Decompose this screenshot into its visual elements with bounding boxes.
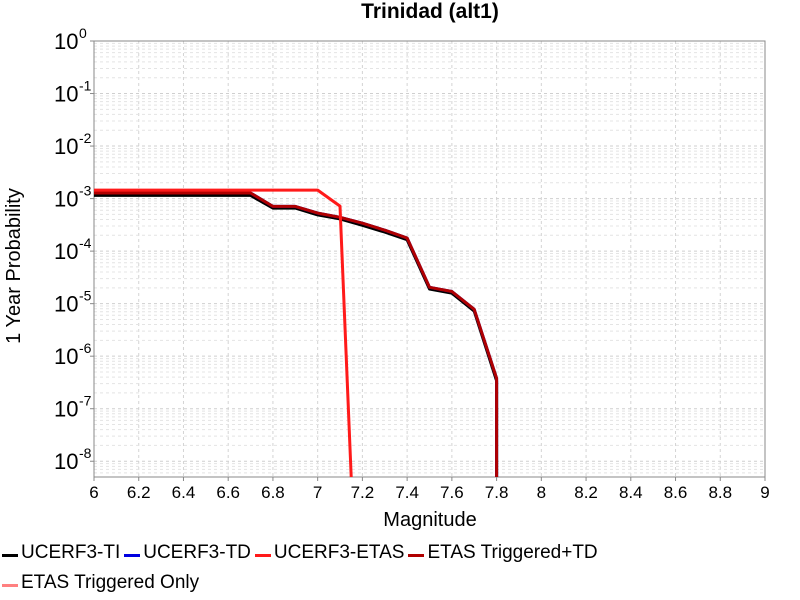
legend-swatch	[2, 583, 18, 587]
x-tick-label: 8.6	[664, 483, 688, 502]
legend-item: ETAS Triggered+TD	[408, 542, 598, 564]
x-tick-label: 7.8	[485, 483, 509, 502]
legend-row: UCERF3-TI UCERF3-TD UCERF3-ETAS ETAS Trigge…	[2, 538, 798, 568]
legend-label: UCERF3-TD	[143, 542, 251, 563]
series-lines	[94, 188, 499, 477]
legend-item: ETAS Triggered Only	[2, 572, 199, 594]
legend-swatch	[408, 553, 425, 557]
y-tick-label: 10 -2	[54, 130, 92, 159]
x-tick-label: 8	[537, 483, 546, 502]
series-line-etas-triggered-td	[94, 191, 499, 477]
legend-label: UCERF3-TI	[21, 542, 121, 563]
y-tick-base: 10	[54, 29, 78, 54]
y-tick-base: 10	[54, 82, 78, 107]
x-tick-label: 7	[313, 483, 322, 502]
y-tick-label: 10 -3	[54, 183, 92, 212]
x-tick-label: 6.2	[127, 483, 151, 502]
legend-label: ETAS Triggered+TD	[427, 542, 598, 563]
legend-swatch	[124, 553, 141, 557]
y-tick-exponent: -1	[79, 78, 92, 94]
y-tick-base: 10	[54, 449, 78, 474]
x-tick-label: 8.2	[574, 483, 598, 502]
legend-swatch	[2, 553, 18, 557]
y-tick-exponent: -4	[79, 235, 92, 251]
x-tick-label: 7.4	[395, 483, 419, 502]
x-axis-ticks: 6 6.2 6.4 6.6 6.8 7 7.2 7.4 7.6 7.8 8 8.2 8.4 8.6 8.8 9	[89, 477, 770, 502]
y-tick-base: 10	[54, 134, 78, 159]
legend-label: UCERF3-ETAS	[273, 542, 405, 563]
x-axis-label: Magnitude	[383, 509, 476, 531]
x-tick-label: 6.6	[216, 483, 240, 502]
y-tick-label: 10 -8	[54, 445, 92, 474]
legend-item: UCERF3-ETAS	[254, 542, 405, 564]
y-tick-exponent: -7	[79, 393, 92, 409]
x-tick-label: 6.8	[261, 483, 285, 502]
y-tick-exponent: -3	[79, 183, 92, 199]
y-tick-label: 10 -5	[54, 288, 92, 317]
x-tick-label: 7.6	[440, 483, 464, 502]
x-tick-label: 8.8	[708, 483, 732, 502]
chart-title: Trinidad (alt1)	[361, 0, 499, 23]
x-tick-label: 7.2	[351, 483, 375, 502]
y-tick-label: 10 0	[54, 25, 87, 54]
series-line-ucerf3-etas	[94, 188, 353, 477]
y-tick-exponent: -5	[79, 288, 92, 304]
y-tick-base: 10	[54, 344, 78, 369]
series-line-ucerf3-ti	[94, 193, 499, 477]
y-tick-label: 10 -6	[54, 340, 92, 369]
y-tick-exponent: -2	[79, 130, 92, 146]
legend-item: UCERF3-TI	[2, 542, 120, 564]
y-axis-label: 1 Year Probability	[3, 188, 25, 344]
grid	[93, 41, 766, 477]
y-tick-exponent: 0	[79, 25, 87, 41]
legend: UCERF3-TI UCERF3-TD UCERF3-ETAS ETAS Trigge…	[2, 538, 798, 598]
x-tick-label: 6.4	[172, 483, 196, 502]
y-tick-label: 10 -1	[54, 78, 92, 107]
x-tick-label: 9	[760, 483, 769, 502]
y-tick-exponent: -8	[79, 445, 92, 461]
y-tick-label: 10 -7	[54, 393, 92, 422]
x-tick-label: 8.4	[619, 483, 643, 502]
y-tick-base: 10	[54, 292, 78, 317]
legend-label: ETAS Triggered Only	[21, 572, 200, 593]
legend-item: UCERF3-TD	[124, 542, 251, 564]
legend-swatch	[254, 553, 271, 557]
y-tick-base: 10	[54, 239, 78, 264]
legend-row: ETAS Triggered Only	[2, 568, 798, 598]
plot-area	[93, 40, 766, 478]
y-tick-exponent: -6	[79, 340, 92, 356]
y-tick-base: 10	[54, 187, 78, 212]
x-tick-label: 6	[89, 483, 98, 502]
y-tick-label: 10 -4	[54, 235, 92, 264]
y-tick-base: 10	[54, 397, 78, 422]
